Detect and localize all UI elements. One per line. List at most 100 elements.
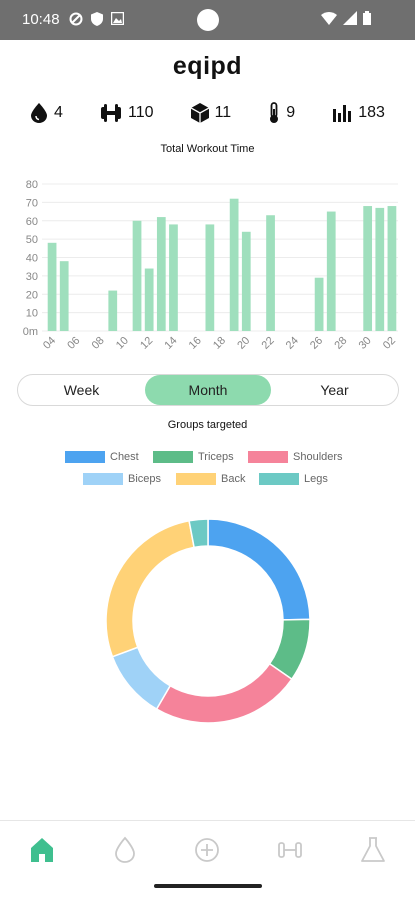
legend-label: Chest xyxy=(110,451,139,463)
stat-water: 4 xyxy=(30,103,63,123)
chart-bar[interactable] xyxy=(169,224,178,331)
status-time: 10:48 xyxy=(22,11,60,28)
legend-label: Triceps xyxy=(198,451,234,463)
stat-temperature-value: 9 xyxy=(286,104,296,121)
donut-slice-shoulders[interactable] xyxy=(155,662,293,724)
stat-total: 183 xyxy=(332,103,385,123)
legend-item-chest[interactable]: Chest xyxy=(65,451,139,463)
camera-cutout xyxy=(197,9,219,31)
stat-cube: 11 xyxy=(190,103,232,123)
x-tick-label: 08 xyxy=(90,335,107,352)
legend-item-back[interactable]: Back xyxy=(176,473,245,485)
legend-swatch xyxy=(65,451,105,463)
y-tick-label: 80 xyxy=(26,179,38,191)
water-drop-icon xyxy=(31,103,47,123)
nav-recovery[interactable] xyxy=(192,835,222,865)
stats-row: 4 110 11 9 183 xyxy=(30,100,385,126)
chart-bar[interactable] xyxy=(314,277,324,331)
workout-time-chart: 0m 10 20 30 40 50 60 70 80 04 06 08 10 12 14 16 18 20 22 24… xyxy=(23,179,398,352)
segment-week[interactable]: Week xyxy=(63,382,100,398)
legend-item-biceps[interactable]: Biceps xyxy=(83,473,161,485)
y-tick-label: 0m xyxy=(23,326,38,338)
chart-title: Total Workout Time xyxy=(160,143,255,155)
donut-slice-legs[interactable] xyxy=(188,518,209,549)
legend-swatch xyxy=(176,473,216,485)
y-tick-label: 20 xyxy=(26,289,38,301)
stat-workouts: 110 xyxy=(100,103,154,123)
x-tick-label: 26 xyxy=(308,335,325,352)
legend-swatch xyxy=(83,473,123,485)
stat-total-value: 183 xyxy=(358,104,385,121)
nav-workouts[interactable] xyxy=(275,835,305,865)
x-tick-label: 02 xyxy=(381,335,398,352)
stat-temperature: 9 xyxy=(268,102,295,124)
x-tick-label: 24 xyxy=(284,335,301,352)
water-drop-icon xyxy=(115,836,135,863)
chart-bar[interactable] xyxy=(326,211,336,331)
dumbbell-icon xyxy=(278,842,302,858)
legend-swatch xyxy=(259,473,299,485)
chart-bar[interactable] xyxy=(375,207,385,331)
donut-slice-back[interactable] xyxy=(105,519,195,658)
legend-swatch xyxy=(153,451,193,463)
legend-label: Shoulders xyxy=(293,451,343,463)
y-tick-label: 30 xyxy=(26,271,38,283)
segment-year[interactable]: Year xyxy=(320,382,349,398)
image-icon xyxy=(111,12,124,25)
x-tick-label: 06 xyxy=(65,335,82,352)
chart-bar[interactable] xyxy=(241,231,251,331)
x-tick-label: 18 xyxy=(211,335,228,352)
y-tick-label: 10 xyxy=(26,308,38,320)
nav-hydration[interactable] xyxy=(110,835,140,865)
status-bar: 10:48 xyxy=(0,0,415,40)
x-tick-label: 16 xyxy=(187,335,204,352)
chart-bar[interactable] xyxy=(47,242,57,331)
shield-icon xyxy=(91,12,103,26)
chart-bar[interactable] xyxy=(132,220,142,331)
y-tick-label: 50 xyxy=(26,234,38,246)
legend-item-legs[interactable]: Legs xyxy=(259,473,328,485)
nav-home[interactable] xyxy=(27,835,57,865)
chart-bar[interactable] xyxy=(59,261,69,331)
chart-bar[interactable] xyxy=(363,206,373,331)
dumbbell-icon xyxy=(100,104,121,122)
y-tick-label: 40 xyxy=(26,253,38,265)
chart-bar[interactable] xyxy=(266,215,275,331)
nav-nutrition[interactable] xyxy=(358,835,388,865)
segment-month[interactable]: Month xyxy=(145,375,271,405)
x-tick-label: 22 xyxy=(260,335,277,352)
cube-icon xyxy=(190,103,209,123)
bottom-navigation xyxy=(0,820,415,881)
legend-item-shoulders[interactable]: Shoulders xyxy=(248,451,343,463)
legend-swatch xyxy=(248,451,288,463)
stat-workouts-value: 110 xyxy=(127,104,154,121)
x-tick-label: 10 xyxy=(114,335,131,352)
chart-bar[interactable] xyxy=(156,217,166,331)
x-tick-label: 04 xyxy=(41,335,58,352)
chart-bar[interactable] xyxy=(229,198,239,331)
chart-bar[interactable] xyxy=(387,206,397,331)
x-tick-label: 20 xyxy=(235,335,252,352)
cellular-signal-icon xyxy=(343,11,357,25)
recovery-icon xyxy=(195,838,219,862)
y-tick-label: 60 xyxy=(26,216,38,228)
status-system-icons xyxy=(321,11,371,25)
stat-water-value: 4 xyxy=(54,104,63,121)
status-notification-icons xyxy=(69,12,124,26)
data-saver-icon xyxy=(69,12,83,26)
donut-slice-biceps[interactable] xyxy=(111,646,172,711)
wifi-icon xyxy=(321,12,337,25)
x-tick-label: 12 xyxy=(138,335,155,352)
chart-bar[interactable] xyxy=(144,268,154,331)
legend-label: Back xyxy=(221,473,246,485)
x-tick-label: 30 xyxy=(357,335,374,352)
legend-item-triceps[interactable]: Triceps xyxy=(153,451,234,463)
x-tick-label: 14 xyxy=(162,335,179,352)
chart-bar[interactable] xyxy=(108,290,118,331)
stat-cube-value: 11 xyxy=(214,104,232,121)
muscle-groups-donut xyxy=(105,518,311,724)
chart-bar[interactable] xyxy=(205,224,215,331)
groups-title: Groups targeted xyxy=(167,419,248,431)
donut-slice-chest[interactable] xyxy=(207,518,311,621)
flask-icon xyxy=(361,837,385,862)
